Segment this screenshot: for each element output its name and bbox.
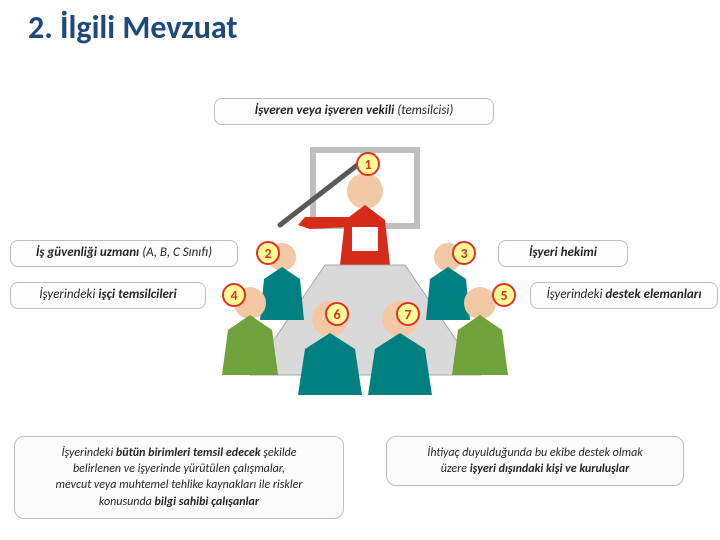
num-4: 4 — [230, 287, 237, 304]
label-top: İşveren veya işveren vekili (temsilcisi) — [214, 98, 494, 125]
label-left-upper: İş güvenliği uzmanı (A, B, C Sınıfı) — [10, 240, 238, 267]
label-right-lower: İşyerindeki destek elemanları — [530, 282, 718, 309]
label-lu-rest: (A, B, C Sınıfı) — [139, 245, 212, 260]
label-left-lower: İşyerindeki işçi temsilcileri — [10, 282, 206, 309]
bottom-right-box: İhtiyaç duyulduğunda bu ekibe destek olm… — [386, 436, 684, 486]
circle-1: 1 — [356, 152, 380, 176]
circle-2: 2 — [256, 241, 280, 265]
bl-4a: konusunda — [99, 495, 155, 509]
circle-3: 3 — [452, 241, 476, 265]
num-5: 5 — [500, 287, 507, 304]
page-title: 2. İlgili Mevzuat — [28, 8, 237, 47]
bl-3: mevcut veya muhtemel tehlike kaynakları … — [25, 477, 333, 493]
num-3: 3 — [460, 245, 467, 262]
num-2: 2 — [264, 245, 271, 262]
circle-5: 5 — [492, 283, 516, 307]
num-1: 1 — [364, 156, 371, 173]
label-ru-bold: İşyeri hekimi — [529, 245, 597, 260]
bl-4b: bilgi sahibi çalışanlar — [155, 495, 260, 509]
label-rl-pre: İşyerindeki — [546, 287, 605, 302]
label-ll-bold: işçi temsilcileri — [98, 287, 176, 302]
num-6: 6 — [333, 306, 340, 323]
bl-1c: şekilde — [261, 446, 297, 460]
br-1: İhtiyaç duyulduğunda bu ekibe destek olm… — [397, 445, 673, 461]
label-top-bold: İşveren veya işveren vekili — [255, 103, 395, 118]
diagram-svg — [210, 145, 520, 405]
label-ll-pre: İşyerindeki — [39, 287, 98, 302]
bl-2: belirlenen ve işyerinde yürütülen çalışm… — [25, 461, 333, 477]
label-lu-bold: İş güvenliği uzmanı — [36, 245, 139, 260]
num-7: 7 — [404, 306, 411, 323]
bottom-left-box: İşyerindeki bütün birimleri temsil edece… — [14, 436, 344, 519]
bl-1a: İşyerindeki — [61, 446, 115, 460]
br-2a: üzere — [441, 462, 470, 476]
label-top-rest: (temsilcisi) — [394, 103, 453, 118]
br-2b: işyeri dışındaki kişi ve kuruluşlar — [470, 462, 630, 476]
circle-4: 4 — [222, 283, 246, 307]
label-rl-bold: destek elemanları — [605, 287, 701, 302]
meeting-diagram — [210, 145, 520, 405]
circle-6: 6 — [325, 302, 349, 326]
circle-7: 7 — [396, 302, 420, 326]
bl-1b: bütün birimleri temsil edecek — [116, 446, 261, 460]
